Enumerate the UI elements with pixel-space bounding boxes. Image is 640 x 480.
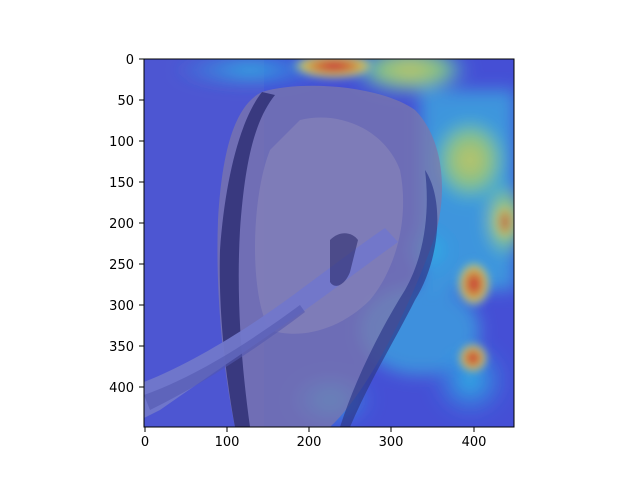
y-tick: 250 — [109, 258, 144, 273]
y-tick: 150 — [109, 176, 144, 191]
x-tick: 100 — [215, 427, 240, 450]
x-tick-label: 100 — [215, 435, 240, 450]
y-tick-label: 50 — [117, 94, 134, 109]
x-tick: 200 — [297, 427, 322, 450]
y-tick: 400 — [109, 381, 144, 396]
x-tick-label: 400 — [462, 435, 487, 450]
x-tick-label: 200 — [297, 435, 322, 450]
x-tick-label: 300 — [379, 435, 404, 450]
y-tick: 50 — [117, 94, 144, 109]
y-tick: 0 — [126, 53, 144, 68]
x-tick-label: 0 — [141, 435, 149, 450]
y-tick-label: 100 — [109, 135, 134, 150]
y-tick-label: 0 — [126, 53, 134, 68]
x-tick: 0 — [141, 427, 149, 450]
x-tick: 300 — [379, 427, 404, 450]
y-tick-label: 400 — [109, 381, 134, 396]
y-tick: 300 — [109, 299, 144, 314]
y-tick-label: 200 — [109, 217, 134, 232]
plot-frame — [143, 58, 515, 428]
y-tick-label: 250 — [109, 258, 134, 273]
y-tick-label: 150 — [109, 176, 134, 191]
y-tick: 100 — [109, 135, 144, 150]
y-tick-label: 350 — [109, 340, 134, 355]
x-axis: 0 100 200 300 400 — [141, 427, 487, 450]
bird — [217, 85, 442, 427]
y-tick-label: 300 — [109, 299, 134, 314]
x-tick: 400 — [462, 427, 487, 450]
y-tick: 350 — [109, 340, 144, 355]
y-axis: 0 50 100 150 200 250 300 350 400 — [109, 53, 144, 396]
y-tick: 200 — [109, 217, 144, 232]
heatmap-image — [144, 59, 514, 427]
branch — [144, 228, 398, 418]
